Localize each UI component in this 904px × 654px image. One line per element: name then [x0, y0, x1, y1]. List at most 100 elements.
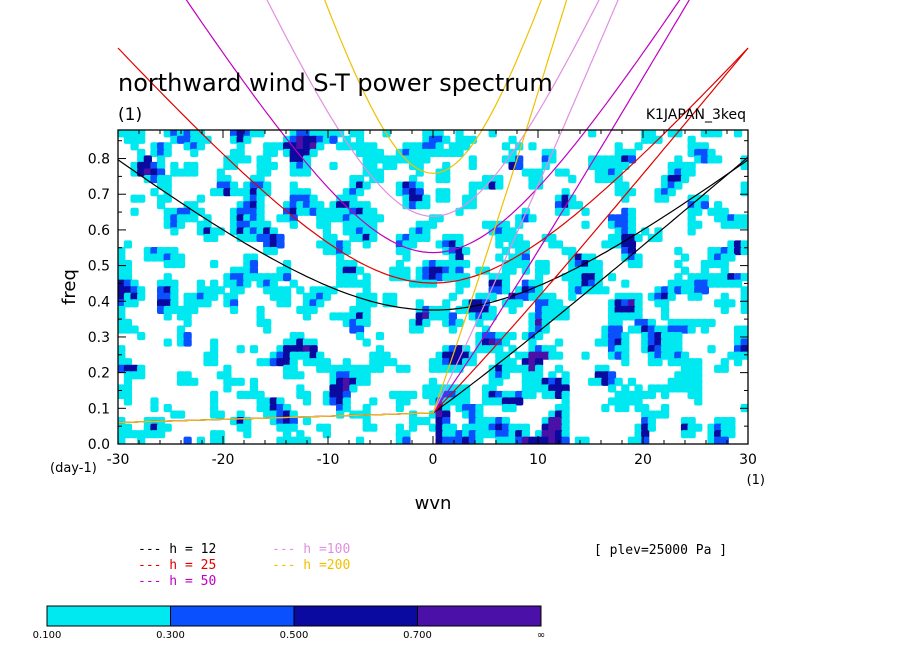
- contour-cell: [727, 299, 736, 308]
- contour-cell: [302, 201, 312, 210]
- contour-cell: [528, 181, 537, 190]
- contour-cell: [554, 299, 564, 308]
- contour-cell: [143, 246, 152, 256]
- contour-cell: [634, 423, 643, 432]
- curve-legend: --- h = 12--- h = 25--- h = 50--- h =100…: [138, 542, 350, 589]
- contour-cell: [329, 214, 338, 223]
- contour-cell: [727, 430, 736, 439]
- contour-cell: [634, 384, 643, 393]
- contour-cell: [236, 214, 245, 223]
- contour-cell: [336, 142, 345, 151]
- contour-cell: [302, 135, 312, 144]
- contour-cell: [468, 155, 477, 164]
- contour-cell: [501, 403, 511, 413]
- contour-cell: [581, 253, 590, 262]
- contour-cell: [614, 305, 623, 314]
- contour-cell: [455, 233, 464, 242]
- contour-cell: [389, 390, 398, 399]
- contour-cell: [528, 292, 537, 301]
- contour-cell: [541, 266, 550, 275]
- contour-cell: [415, 273, 424, 282]
- contour-cell: [435, 266, 444, 275]
- contour-cell: [554, 305, 564, 314]
- contour-cell: [322, 227, 332, 236]
- contour-cell: [481, 423, 491, 432]
- contour-cell: [349, 220, 358, 229]
- contour-cell: [349, 279, 358, 288]
- contour-cell: [302, 312, 312, 321]
- contour-cell: [554, 417, 564, 426]
- contour-cell: [442, 436, 451, 444]
- contour-cell: [210, 292, 219, 301]
- contour-cell: [687, 286, 696, 295]
- contour-cell: [720, 423, 729, 432]
- contour-cell: [163, 423, 172, 432]
- contour-cell: [508, 430, 517, 439]
- contour-cell: [256, 318, 265, 328]
- contour-cell: [183, 201, 192, 210]
- contour-cell: [156, 161, 166, 171]
- contour-cell: [574, 253, 584, 262]
- contour-cell: [190, 168, 199, 177]
- contour-cell: [674, 175, 683, 184]
- contour-cell: [627, 148, 637, 157]
- y-tick-label: 0.6: [88, 223, 110, 239]
- contour-cell: [647, 325, 656, 334]
- contour-cell: [402, 148, 411, 157]
- contour-cell: [296, 201, 305, 210]
- contour-cell: [541, 377, 550, 386]
- contour-cell: [680, 351, 690, 360]
- contour-cell: [581, 286, 590, 295]
- contour-cell: [130, 135, 139, 144]
- contour-cell: [687, 227, 696, 236]
- contour-cell: [223, 299, 232, 308]
- contour-cell: [249, 384, 259, 393]
- contour-cell: [528, 175, 537, 184]
- contour-cell: [707, 430, 716, 439]
- contour-cell: [369, 148, 378, 157]
- contour-cell: [243, 207, 252, 216]
- contour-cell: [289, 188, 298, 197]
- contour-cell: [621, 246, 630, 256]
- contour-cell: [137, 364, 146, 373]
- contour-cell: [316, 130, 325, 138]
- contour-cell: [322, 397, 332, 406]
- contour-cell: [428, 142, 438, 151]
- contour-cell: [355, 318, 365, 328]
- contour-cell: [408, 201, 418, 210]
- contour-cell: [448, 233, 458, 242]
- contour-cell: [720, 220, 729, 229]
- contour-cell: [687, 214, 696, 223]
- contour-cell: [355, 188, 365, 197]
- contour-cell: [455, 148, 464, 157]
- contour-cell: [130, 130, 139, 138]
- contour-cell: [462, 403, 471, 413]
- contour-cell: [422, 312, 431, 321]
- contour-cell: [123, 384, 133, 393]
- contour-cell: [534, 299, 544, 308]
- contour-cell: [714, 207, 723, 216]
- contour-cell: [263, 161, 272, 171]
- contour-cell: [720, 417, 729, 426]
- color-bar-label: 0.500: [280, 630, 309, 641]
- contour-cell: [621, 253, 630, 262]
- contour-cell: [223, 181, 232, 190]
- contour-cell: [355, 371, 365, 380]
- contour-cell: [680, 325, 690, 334]
- contour-cell: [316, 220, 325, 229]
- contour-cell: [501, 142, 511, 151]
- contour-cell: [163, 338, 172, 347]
- contour-cell: [680, 318, 690, 328]
- contour-cell: [501, 364, 511, 373]
- contour-cell: [223, 292, 232, 301]
- contour-cell: [196, 130, 206, 138]
- contour-cell: [541, 305, 550, 314]
- contour-cell: [462, 246, 471, 256]
- contour-cell: [289, 436, 298, 444]
- contour-cell: [442, 397, 451, 406]
- contour-cell: [210, 410, 219, 419]
- contour-cell: [210, 403, 219, 413]
- contour-cell: [150, 161, 159, 171]
- contour-cell: [720, 253, 729, 262]
- contour-cell: [236, 207, 245, 216]
